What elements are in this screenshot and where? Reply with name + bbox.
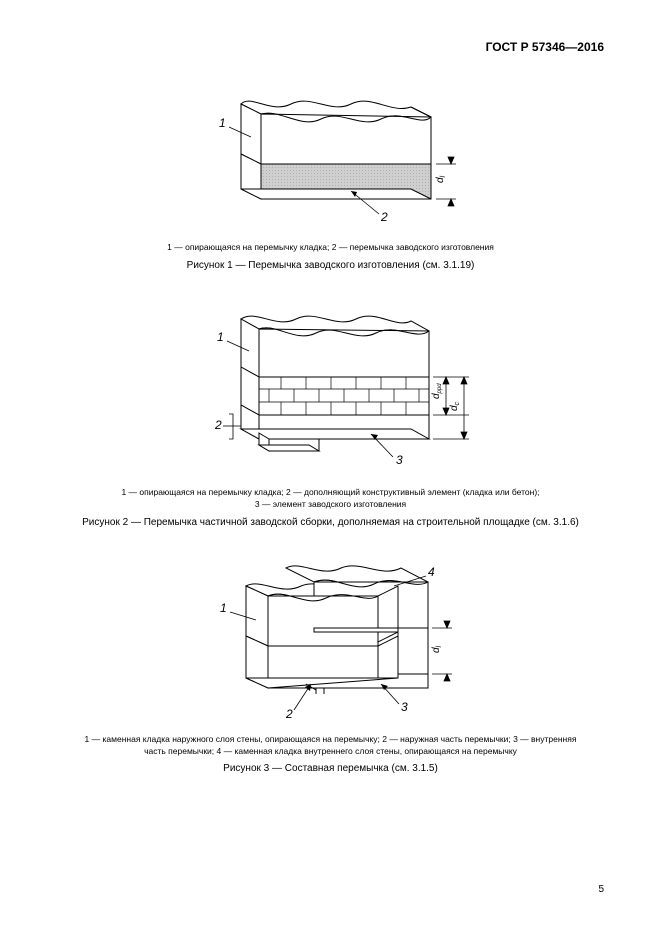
figure-1-svg: 1 2 dl <box>181 79 481 234</box>
fig1-dim: dl <box>435 175 447 183</box>
fig2-label-3: 3 <box>396 453 403 467</box>
figure-2: 1 2 3 dppd <box>57 299 604 528</box>
figure-2-svg: 1 2 3 dppd <box>171 299 491 479</box>
fig1-label-1: 1 <box>219 116 226 130</box>
figure-3: 1 4 2 3 dl 1 — каменна <box>57 556 604 775</box>
document-header: ГОСТ Р 57346—2016 <box>57 40 604 54</box>
fig3-caption: Рисунок 3 — Составная перемычка (см. 3.1… <box>57 763 604 774</box>
fig2-legend: 1 — опирающаяся на перемычку кладка; 2 —… <box>57 487 604 511</box>
fig2-label-1: 1 <box>217 330 224 344</box>
page-number: 5 <box>598 884 604 895</box>
fig2-caption: Рисунок 2 — Перемычка частичной заводско… <box>57 517 604 528</box>
fig1-label-2: 2 <box>380 210 388 224</box>
figure-3-svg: 1 4 2 3 dl <box>176 556 486 726</box>
fig3-dim: dl <box>431 645 443 653</box>
fig3-label-3: 3 <box>401 700 408 714</box>
fig1-legend: 1 — опирающаяся на перемычку кладка; 2 —… <box>57 242 604 254</box>
fig3-label-4: 4 <box>428 565 435 579</box>
fig2-dim-c: dc <box>449 401 461 411</box>
fig3-label-1: 1 <box>220 601 227 615</box>
fig3-legend: 1 — каменная кладка наружного слоя стены… <box>57 734 604 758</box>
fig2-label-2: 2 <box>214 418 222 432</box>
fig1-caption: Рисунок 1 — Перемычка заводского изготов… <box>57 260 604 271</box>
fig3-label-2: 2 <box>285 707 293 721</box>
figure-1: 1 2 dl 1 — опирающаяся на перемычку клад… <box>57 79 604 271</box>
fig2-dim-ppd: dppd <box>431 383 443 399</box>
